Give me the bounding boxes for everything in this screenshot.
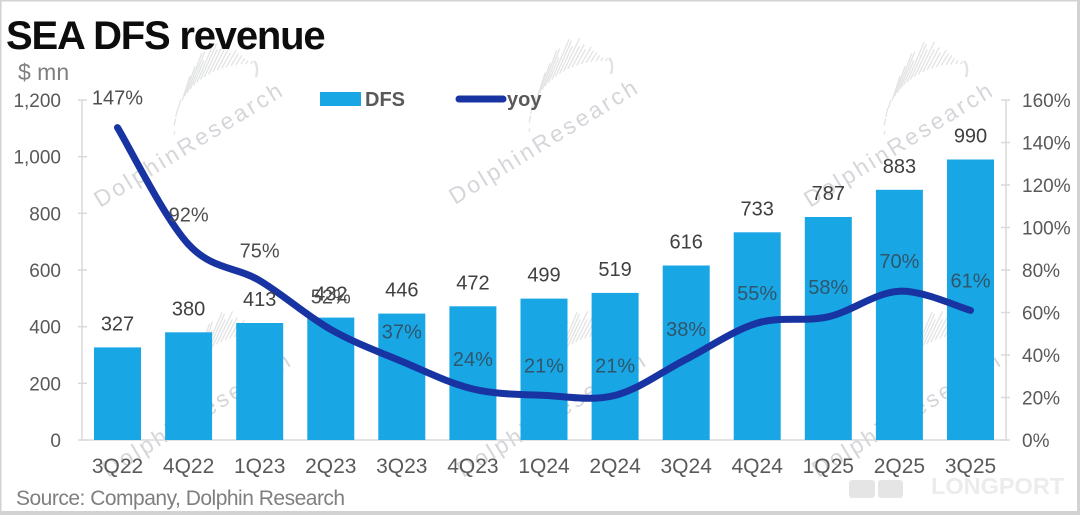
- svg-text:432: 432: [314, 284, 347, 306]
- svg-text:400: 400: [29, 318, 61, 339]
- svg-text:75%: 75%: [240, 241, 280, 263]
- svg-text:yoy: yoy: [507, 89, 542, 111]
- svg-text:0%: 0%: [1022, 431, 1050, 452]
- svg-text:616: 616: [670, 232, 703, 254]
- svg-text:787: 787: [812, 183, 845, 205]
- svg-text:1Q23: 1Q23: [234, 455, 285, 478]
- svg-text:472: 472: [456, 272, 489, 294]
- svg-text:499: 499: [527, 265, 560, 287]
- svg-text:2Q23: 2Q23: [305, 455, 356, 478]
- svg-text:LONGPORT: LONGPORT: [931, 473, 1065, 499]
- svg-text:600: 600: [29, 261, 61, 282]
- svg-text:446: 446: [385, 280, 418, 302]
- svg-text:3Q23: 3Q23: [376, 455, 427, 478]
- svg-text:40%: 40%: [1022, 346, 1060, 367]
- svg-text:21%: 21%: [595, 355, 635, 377]
- svg-text:140%: 140%: [1022, 134, 1071, 155]
- svg-text:4Q22: 4Q22: [163, 455, 214, 478]
- svg-text:1Q24: 1Q24: [518, 455, 570, 478]
- svg-text:0: 0: [50, 431, 61, 452]
- svg-text:327: 327: [101, 313, 134, 335]
- svg-text:92%: 92%: [169, 205, 209, 227]
- svg-text:60%: 60%: [1022, 304, 1060, 325]
- svg-text:4Q24: 4Q24: [732, 455, 784, 478]
- svg-text:55%: 55%: [737, 283, 777, 305]
- svg-text:20%: 20%: [1022, 389, 1060, 410]
- svg-text:733: 733: [741, 198, 774, 220]
- svg-text:800: 800: [29, 204, 61, 225]
- svg-text:70%: 70%: [879, 251, 919, 273]
- svg-text:883: 883: [883, 156, 916, 178]
- svg-text:160%: 160%: [1022, 91, 1071, 112]
- svg-text:200: 200: [29, 374, 61, 395]
- svg-text:80%: 80%: [1022, 261, 1060, 282]
- svg-text:SEA DFS revenue: SEA DFS revenue: [6, 14, 324, 58]
- svg-text:100%: 100%: [1022, 219, 1071, 240]
- svg-text:58%: 58%: [808, 277, 848, 299]
- svg-text:990: 990: [954, 126, 987, 148]
- svg-text:DFS: DFS: [365, 89, 405, 111]
- svg-text:2Q25: 2Q25: [874, 455, 925, 478]
- svg-text:519: 519: [598, 259, 631, 281]
- svg-text:4Q23: 4Q23: [447, 455, 498, 478]
- svg-text:37%: 37%: [382, 321, 422, 343]
- svg-text:Source: Company, Dolphin Resea: Source: Company, Dolphin Research: [16, 487, 345, 510]
- svg-text:120%: 120%: [1022, 176, 1071, 197]
- svg-text:380: 380: [172, 298, 205, 320]
- svg-text:3Q24: 3Q24: [661, 455, 713, 478]
- svg-text:24%: 24%: [453, 349, 493, 371]
- svg-text:61%: 61%: [950, 270, 990, 292]
- svg-text:$ mn: $ mn: [18, 59, 69, 85]
- svg-text:1,200: 1,200: [13, 91, 61, 112]
- svg-text:52%: 52%: [311, 287, 351, 309]
- svg-text:1,000: 1,000: [13, 148, 61, 169]
- svg-text:38%: 38%: [666, 319, 706, 341]
- svg-text:21%: 21%: [524, 355, 564, 377]
- svg-text:1Q25: 1Q25: [803, 455, 854, 478]
- svg-text:2Q24: 2Q24: [589, 455, 641, 478]
- svg-text:3Q22: 3Q22: [92, 455, 143, 478]
- svg-text:147%: 147%: [92, 88, 143, 110]
- svg-text:3Q25: 3Q25: [945, 455, 996, 478]
- svg-text:413: 413: [243, 289, 276, 311]
